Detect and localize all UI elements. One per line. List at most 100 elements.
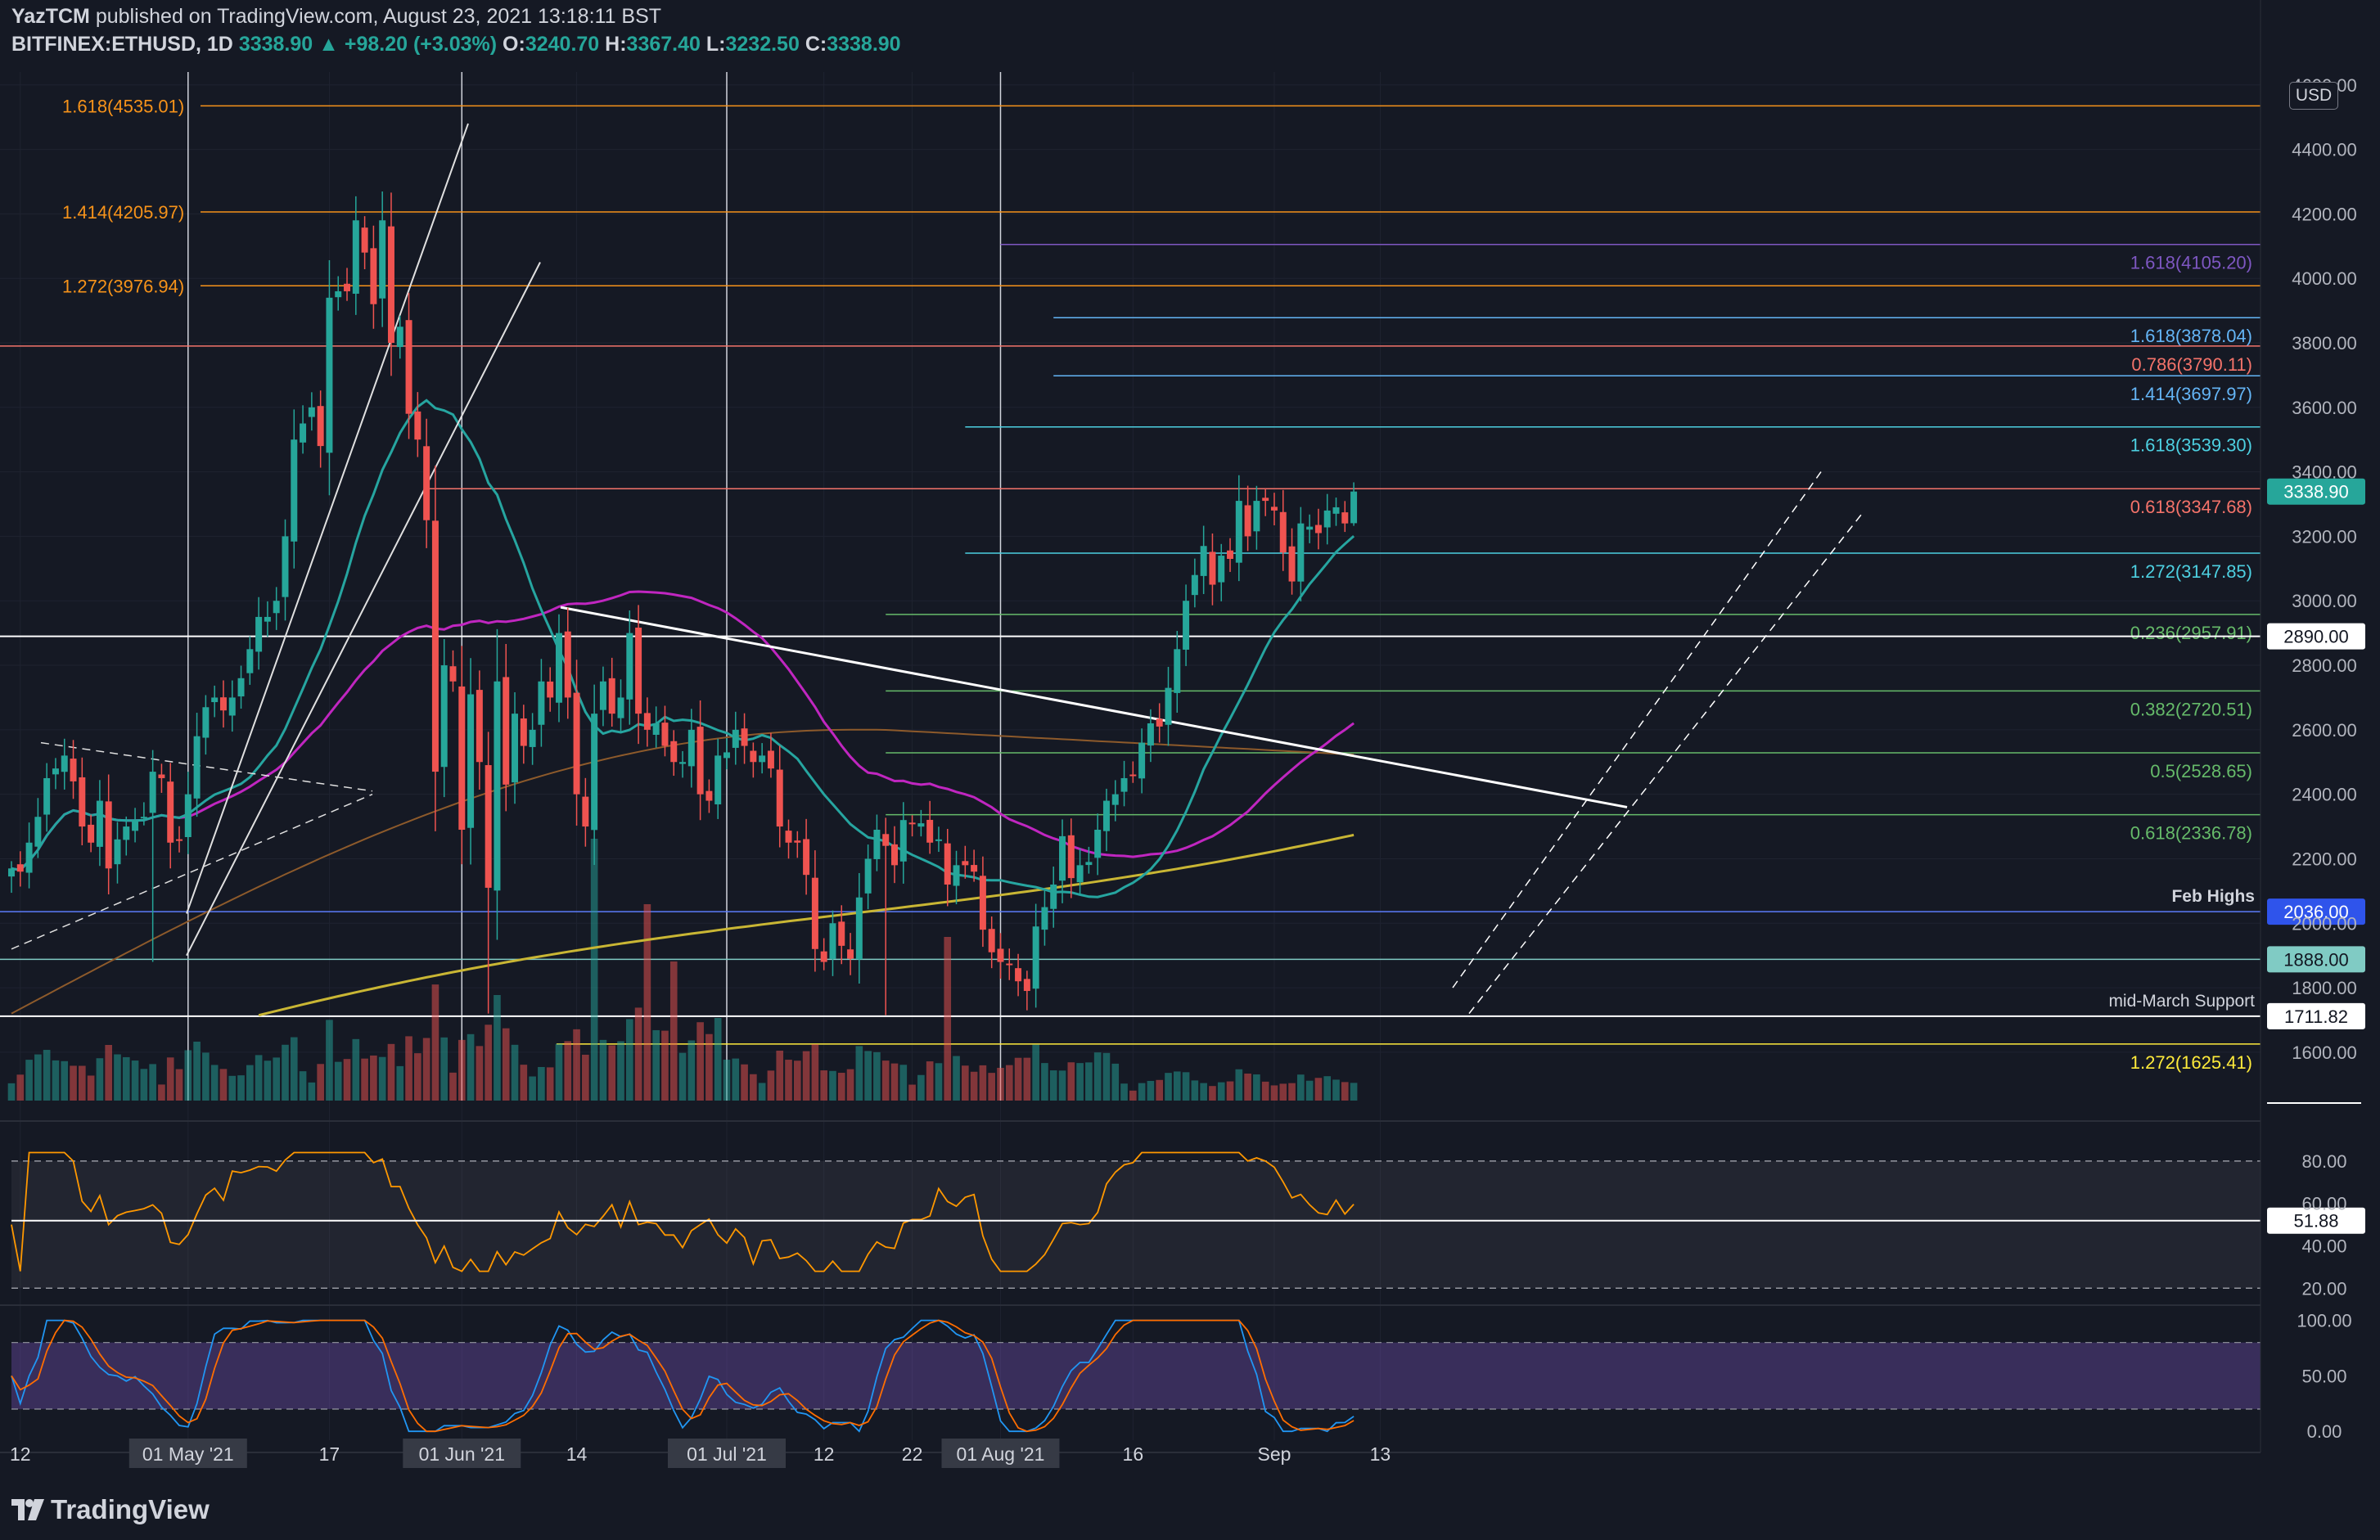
candle-body[interactable] [547, 681, 554, 698]
candle-body[interactable] [1183, 601, 1190, 650]
candle-body[interactable] [431, 520, 439, 772]
candle-body[interactable] [785, 831, 792, 843]
candle-body[interactable] [1147, 723, 1154, 746]
candle-body[interactable] [864, 858, 872, 894]
candle-body[interactable] [387, 226, 394, 343]
candle-body[interactable] [88, 824, 95, 843]
candle-body[interactable] [300, 423, 307, 443]
candle-body[interactable] [997, 948, 1004, 962]
candle-body[interactable] [1059, 835, 1066, 881]
candle-body[interactable] [1341, 512, 1349, 524]
candle-body[interactable] [617, 697, 624, 718]
candle-body[interactable] [564, 631, 571, 698]
candle-body[interactable] [8, 868, 15, 877]
candle-body[interactable] [759, 755, 766, 763]
candle-body[interactable] [1076, 865, 1084, 883]
candle-body[interactable] [608, 678, 615, 714]
candle-body[interactable] [467, 694, 475, 828]
candle-body[interactable] [352, 220, 359, 294]
candle-body[interactable] [670, 741, 678, 763]
candle-body[interactable] [379, 220, 386, 299]
candle-body[interactable] [370, 248, 377, 304]
candle-body[interactable] [855, 897, 863, 960]
candle-body[interactable] [794, 840, 801, 843]
candle-body[interactable] [891, 844, 898, 866]
candle-body[interactable] [317, 406, 324, 447]
candle-body[interactable] [1165, 687, 1172, 725]
candle-body[interactable] [440, 665, 448, 768]
candle-body[interactable] [1156, 718, 1163, 727]
candle-body[interactable] [820, 951, 827, 962]
candle-body[interactable] [1006, 963, 1013, 966]
candle-body[interactable] [750, 750, 757, 763]
candle-body[interactable] [34, 817, 42, 847]
candle-body[interactable] [105, 801, 112, 869]
tradingview-logo[interactable]: TradingView [11, 1494, 210, 1525]
candle-body[interactable] [1085, 862, 1093, 866]
candle-body[interactable] [184, 794, 192, 837]
candle-body[interactable] [811, 877, 818, 949]
currency-button[interactable]: USD [2289, 82, 2338, 110]
candle-body[interactable] [1111, 794, 1119, 805]
candle-body[interactable] [1323, 510, 1331, 528]
candle-body[interactable] [1288, 546, 1296, 582]
candle-body[interactable] [705, 790, 713, 801]
candle-body[interactable] [582, 796, 589, 827]
candle-body[interactable] [308, 407, 315, 417]
candle-body[interactable] [953, 865, 960, 886]
candle-body[interactable] [1279, 511, 1287, 553]
candle-body[interactable] [979, 876, 986, 930]
candle-body[interactable] [714, 755, 722, 804]
candle-body[interactable] [344, 283, 351, 291]
candle-body[interactable] [538, 681, 545, 725]
symbol-name[interactable]: BITFINEX:ETHUSD, 1D [11, 33, 233, 56]
candle-body[interactable] [696, 727, 704, 795]
candle-body[interactable] [405, 320, 412, 414]
candle-body[interactable] [16, 864, 24, 872]
candle-body[interactable] [971, 865, 978, 872]
candle-body[interactable] [803, 839, 810, 876]
candle-body[interactable] [282, 536, 289, 597]
candle-body[interactable] [273, 601, 280, 614]
candle-body[interactable] [529, 729, 536, 747]
candle-body[interactable] [838, 921, 845, 946]
candle-body[interactable] [520, 718, 527, 746]
candle-body[interactable] [1050, 884, 1057, 909]
candle-body[interactable] [228, 697, 236, 716]
author-name[interactable]: YazTCM [11, 5, 90, 28]
candle-body[interactable] [741, 728, 748, 746]
candle-body[interactable] [1270, 507, 1278, 511]
candle-body[interactable] [1218, 556, 1225, 583]
candle-body[interactable] [988, 929, 995, 952]
candle-body[interactable] [211, 697, 219, 703]
candle-body[interactable] [70, 759, 77, 781]
candle-body[interactable] [882, 834, 890, 846]
candle-body[interactable] [61, 755, 68, 772]
candle-body[interactable] [176, 839, 183, 841]
candle-body[interactable] [96, 800, 103, 847]
candle-body[interactable] [423, 446, 430, 520]
candle-body[interactable] [926, 819, 934, 843]
candle-body[interactable] [246, 649, 254, 673]
candle-body[interactable] [1244, 505, 1251, 537]
candle-body[interactable] [917, 823, 925, 827]
candle-body[interactable] [679, 762, 687, 764]
candle-body[interactable] [503, 677, 510, 785]
candle-body[interactable] [1138, 742, 1146, 779]
candle-body[interactable] [476, 690, 483, 763]
candle-body[interactable] [935, 839, 942, 841]
candle-body[interactable] [1209, 552, 1216, 585]
candle-body[interactable] [167, 781, 174, 843]
candle-body[interactable] [723, 752, 730, 759]
candle-body[interactable] [1129, 774, 1137, 777]
candle-body[interactable] [1227, 550, 1234, 560]
candle-body[interactable] [458, 686, 466, 831]
candle-body[interactable] [43, 777, 51, 815]
candle-body[interactable] [52, 768, 59, 775]
candle-body[interactable] [1332, 507, 1340, 514]
candle-body[interactable] [114, 839, 121, 865]
candle-body[interactable] [1102, 800, 1110, 831]
candle-body[interactable] [847, 949, 854, 959]
candle-body[interactable] [264, 616, 271, 622]
